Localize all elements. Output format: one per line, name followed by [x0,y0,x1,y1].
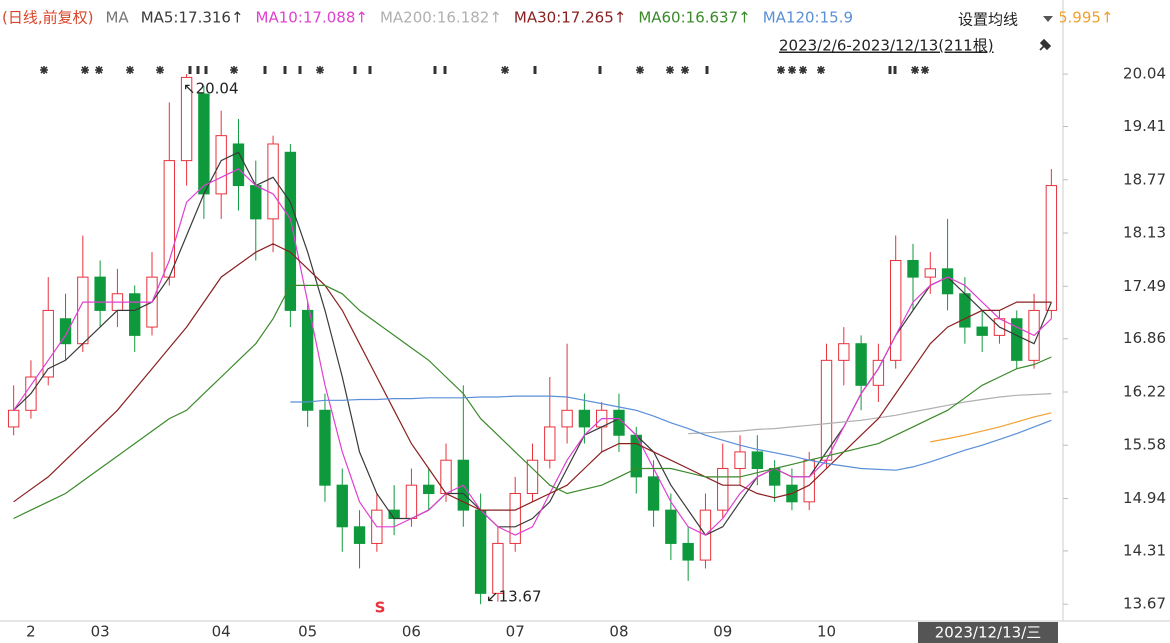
candle-body [717,468,729,511]
y-tick-label: 18.13 [1123,224,1166,242]
candle-body [526,459,539,495]
candle-body [544,426,556,461]
x-tick-label: 07 [506,623,525,641]
x-tick-label: 04 [212,623,231,641]
settings-arrow[interactable] [1043,16,1053,22]
candle-body [751,451,764,470]
candle-body [250,185,262,220]
candle-body [890,259,902,361]
x-tick-label: 10 [817,623,836,641]
x-tick-label: 03 [91,623,110,641]
legend-entry: MA30:17.265↑ [514,9,626,27]
pin-icon[interactable] [1039,38,1052,51]
candle-body [647,476,660,511]
high-label: ↖20.04 [183,80,239,98]
legend-entry: MA10:17.088↑ [256,9,368,27]
y-tick-label: 14.31 [1123,541,1166,559]
candle-body [423,484,435,495]
plot-area [7,74,1058,605]
candle-body [682,542,694,561]
legend-entry: 5.995↑ [1058,9,1114,27]
candle-body [492,542,504,594]
candle-body [353,526,366,544]
candle-body [198,93,210,195]
ma-line [930,412,1052,443]
candle-body [578,409,591,428]
date-box-label: 2023/12/13/三 [935,624,1042,642]
y-tick-label: 13.67 [1123,595,1166,613]
candle-body [820,359,833,461]
candle-body [509,493,521,544]
x-tick-label: 05 [298,623,317,641]
signal-row [39,65,930,75]
candle-body [1011,318,1023,361]
legend-prefix: (日线,前复权) [2,9,93,27]
range-label: 2023/2/6-2023/12/13(211根) [779,37,994,55]
candle-body [301,309,314,411]
y-tick-label: 18.77 [1123,170,1166,188]
candle-body [976,326,988,336]
legend-label: MA [105,9,129,27]
settings-button[interactable]: 设置均线 [958,11,1018,29]
candle-body [319,409,331,486]
y-tick-label: 20.04 [1123,65,1166,83]
candle-body [1045,185,1058,311]
candle-body [561,409,573,428]
legend-entry: MA200:16.182↑ [380,9,502,27]
legend-entry: MA5:17.316↑ [141,9,244,27]
candle-body [405,484,418,519]
y-tick-label: 19.41 [1123,117,1166,135]
candle-body [180,76,193,162]
ma-line [688,393,1052,435]
y-tick-label: 15.58 [1123,436,1166,454]
date-box [918,622,1058,643]
candle-body [838,343,850,361]
candle-body [959,293,971,328]
y-tick-label: 16.86 [1123,329,1166,347]
ma-line [290,395,1052,471]
candle-body [215,135,227,195]
candle-body [474,509,487,594]
y-tick-label: 14.94 [1123,489,1166,507]
candle-body [284,151,297,311]
candle-body [232,143,245,187]
ma-line [13,168,1052,536]
candle-body [924,268,936,278]
x-tick-label: 06 [402,623,421,641]
y-tick-label: 17.49 [1123,277,1166,295]
candle-body [42,309,54,378]
signal-label: S [375,599,386,617]
candle-body [336,484,348,528]
candle-body [734,451,746,470]
candle-body [94,276,106,311]
candle-body [855,343,867,386]
candle-body [7,409,20,428]
candle-body [59,318,72,345]
candle-body [267,143,279,220]
legend-entry: MA120:15.9 [763,9,853,27]
x-tick-label: 08 [609,623,628,641]
legend: (日线,前复权) MA MA5:17.316↑ MA10:17.088↑ MA200:1… [2,9,1114,27]
settings-box [950,4,1060,34]
legend-entry: MA60:16.637↑ [638,9,750,27]
ma-line [13,284,1052,520]
candle-body [768,468,781,486]
x-tick-label: 2 [26,623,36,641]
candle-body [907,259,919,278]
candle-body [872,359,885,386]
low-label: ↙13.67 [486,588,542,606]
ma-line [13,243,1052,511]
candle-body [77,276,89,345]
candle-body [665,509,677,544]
candle-body [129,293,141,336]
x-tick-label: 09 [713,623,732,641]
y-tick-label: 16.22 [1123,382,1166,400]
